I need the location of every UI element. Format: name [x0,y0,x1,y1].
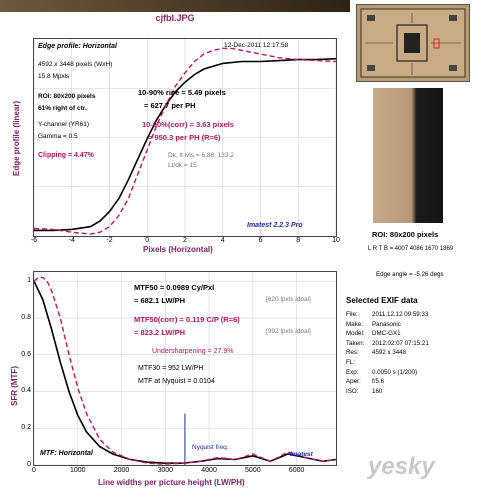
ideal-1: [620 lpxls ideal] [266,296,311,303]
edge-profile-heading: Edge profile: Horizontal [38,43,117,50]
rise-per-ph: = 627.7 per PH [144,101,196,110]
mtf50-corrected-lwph: = 823.2 LW/PH [134,328,186,337]
test-chart-thumbnail-svg [360,8,466,78]
mtf-x-tick-3: 3000 [157,467,174,474]
watermark: yesky [368,453,435,480]
dark-light-levels: Dk, lt lvls = 6.88, 133.2 [168,152,234,159]
exif-key: Res: [346,349,359,357]
roi-position: 61% right of ctr. [38,105,87,112]
mtf-series-corrected [34,276,336,465]
exif-key: ISO: [346,387,359,395]
edge-profile-y-axis-title: Edge profile (linear) [12,100,21,176]
light-dark-ratio: Lt/dk = 15 [168,162,197,169]
mtf-x-axis-title: Line widths per picture height (LW/PH) [98,478,245,487]
exif-value: 0.0050 s (1/200) [372,368,418,376]
exif-value: 2012:02:07 07:15:21 [372,339,429,347]
edge-x-tick-5: 4 [220,237,225,244]
mtf-x-tick-6: 6000 [288,467,305,474]
mtf-y-tick-2: 0.4 [21,387,31,395]
channel: Y-channel (YR61) [38,121,90,128]
nyquist-label: Nyquist freq. [192,444,229,451]
mtf-series-measured [34,280,336,464]
roi-size: ROI: 80x200 pixels [38,93,96,100]
imatest-brand-top: Imatest 2.2.3 Pro [247,222,303,229]
edge-x-tick-2: -2 [106,237,113,244]
gamma: Gamma = 0.5 [38,133,78,140]
edge-x-tick-1: -4 [68,237,75,244]
exif-key: Taken: [346,339,365,347]
exif-key: FL: [346,359,355,366]
image-dimensions: 4592 x 3448 pixels (WxH) [38,61,113,68]
exif-value: 160 [372,387,383,395]
mtf-y-tick-0: 0 [27,461,31,468]
corrected-rise-value: 10-90%(corr) = 3.63 pixels [142,120,234,129]
mtf-y-tick-3: 0.6 [21,350,31,358]
exif-value: f/5.6 [372,378,385,386]
mtf-x-tick-0: 0 [32,467,36,474]
mtf50-corrected-value: MTF50(corr) = 0.119 C/P (R=6) [134,315,240,324]
undersharpening: Undersharpening = 27.9% [152,348,234,355]
roi-crop-image [373,88,443,223]
edge-profile-plot: Edge profile: Horizontal 12-Dec-2011 12:… [33,38,337,237]
header-gradient-bar [0,0,350,12]
exif-value: DMC-GX1 [372,330,401,338]
ideal-2: [992 lpxls ideal] [266,328,311,335]
mtf-heading: MTF: Horizontal [40,450,93,457]
mtf-y-tick-1: 0.2 [21,424,31,432]
edge-profile-x-axis-title: Pixels (Horizontal) [143,245,213,254]
mtf50-lwph: = 682.1 LW/PH [134,296,186,305]
mtf-x-tick-4: 4000 [201,467,217,474]
image-title: cjfbl.JPG [155,13,195,23]
mtf-y-tick-4: 0.8 [21,313,31,321]
edge-x-tick-4: 2 [183,237,187,244]
exif-value: 4592 x 3448 [372,349,407,357]
exif-key: Model: [346,330,365,338]
edge-profile-svg [34,39,336,236]
rise-value: 10-90% rise = 5.49 pixels [138,88,226,97]
exif-key: Make: [346,320,363,328]
edge-x-tick-7: 8 [296,237,301,244]
mtf-x-tick-5: 5000 [245,467,261,474]
imatest-brand-bottom: Imatest [290,451,313,458]
exif-value: Panasonic [372,320,401,328]
edge-profile-series-corrected [34,47,336,235]
edge-angle: Edge angle = -5.26 degs [376,271,444,278]
mtf-plot: MTF50 = 0.0989 Cy/Pxl = 682.1 LW/PH [620… [33,271,337,466]
edge-x-tick-8: 10 [332,237,340,244]
exif-value: 2011.12.12 09:59:33 [372,311,429,318]
exif-key: Aper: [346,378,361,386]
mtf-y-tick-5: 1 [27,277,31,285]
test-chart-thumbnail [356,4,470,82]
clipping-value: Clipping = 4.47% [38,152,94,159]
mtf50-value: MTF50 = 0.0989 Cy/Pxl [134,283,215,292]
corrected-rise-per-ph: = 950.3 per PH (R=6) [148,133,221,142]
roi-caption: ROI: 80x200 pixels [372,230,439,239]
exif-key: Exp: [346,368,359,376]
mtf30-value: MTF30 = 952 LW/PH [138,365,204,372]
roi-lrtb: L R T B = 4007 4086 1670 1869 [368,246,454,252]
edge-x-tick-6: 6 [258,237,263,244]
mtf-x-tick-2: 2000 [113,467,130,474]
edge-x-tick-3: 0 [145,237,150,244]
edge-x-tick-0: -6 [30,237,38,244]
exif-key: File: [346,311,358,318]
exif-title: Selected EXIF data [346,296,418,305]
mtf-at-nyquist: MTF at Nyquist = 0.0104 [138,378,215,385]
mtf-x-tick-1: 1000 [69,467,86,474]
megapixels: 15.8 Mpxls [38,73,70,80]
timestamp: 12-Dec-2011 12:17:58 [224,42,289,49]
mtf-svg [34,272,336,465]
mtf-y-axis-title: SFR (MTF) [10,366,19,406]
